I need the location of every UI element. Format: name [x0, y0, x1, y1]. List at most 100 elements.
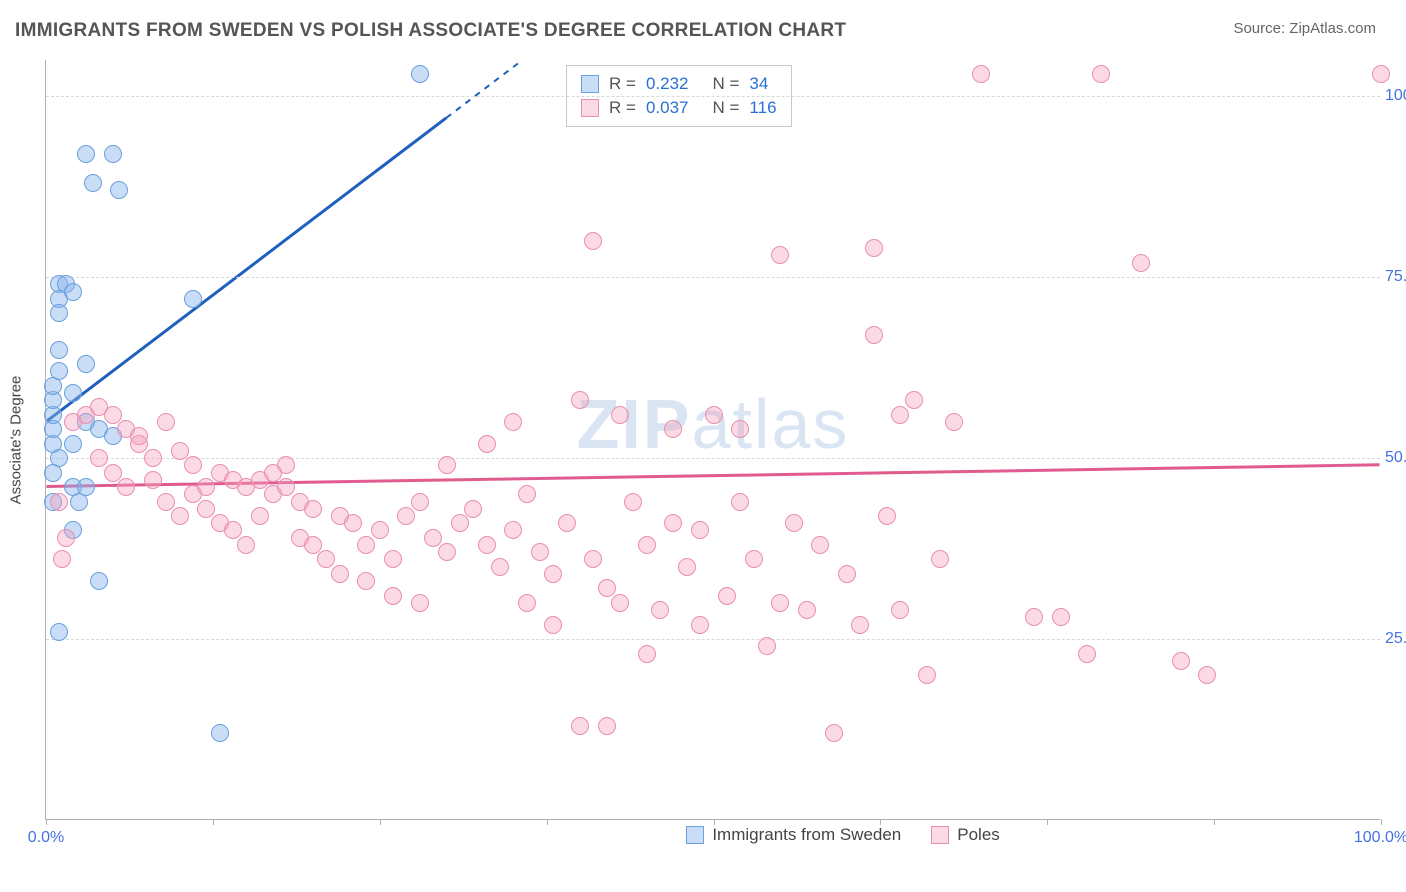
scatter-point [57, 529, 75, 547]
scatter-point [811, 536, 829, 554]
scatter-point [64, 283, 82, 301]
scatter-point [638, 536, 656, 554]
bottom-legend-item: Poles [931, 825, 1000, 845]
legend-n-value: 34 [749, 74, 768, 94]
y-tick-label: 50.0% [1385, 449, 1406, 467]
scatter-point [865, 326, 883, 344]
scatter-point [317, 550, 335, 568]
scatter-point [865, 239, 883, 257]
scatter-point [531, 543, 549, 561]
grid-line [46, 96, 1380, 97]
scatter-point [931, 550, 949, 568]
scatter-point [90, 449, 108, 467]
scatter-point [438, 456, 456, 474]
scatter-point [891, 601, 909, 619]
scatter-point [77, 355, 95, 373]
scatter-point [1052, 608, 1070, 626]
scatter-point [691, 521, 709, 539]
scatter-point [371, 521, 389, 539]
scatter-point [50, 449, 68, 467]
grid-line [46, 277, 1380, 278]
scatter-point [478, 435, 496, 453]
x-tick [380, 819, 381, 825]
scatter-point [771, 594, 789, 612]
legend-row: R =0.232N =34 [581, 72, 777, 96]
scatter-point [110, 181, 128, 199]
scatter-point [451, 514, 469, 532]
y-tick-label: 25.0% [1385, 630, 1406, 648]
scatter-point [157, 493, 175, 511]
scatter-point [184, 290, 202, 308]
y-axis-title: Associate's Degree [8, 375, 25, 504]
scatter-point [344, 514, 362, 532]
scatter-point [197, 500, 215, 518]
scatter-point [1198, 666, 1216, 684]
legend-swatch [931, 826, 949, 844]
legend-swatch [581, 99, 599, 117]
x-tick [880, 819, 881, 825]
scatter-point [357, 572, 375, 590]
scatter-point [504, 413, 522, 431]
scatter-point [50, 493, 68, 511]
grid-line [46, 639, 1380, 640]
scatter-point [70, 493, 88, 511]
scatter-point [798, 601, 816, 619]
scatter-point [251, 507, 269, 525]
scatter-point [50, 341, 68, 359]
bottom-legend-label: Immigrants from Sweden [712, 825, 901, 845]
legend-swatch [581, 75, 599, 93]
scatter-point [611, 406, 629, 424]
scatter-point [304, 500, 322, 518]
scatter-point [905, 391, 923, 409]
scatter-point [851, 616, 869, 634]
scatter-point [104, 145, 122, 163]
legend-n-label: N = [712, 98, 739, 118]
scatter-point [130, 427, 148, 445]
scatter-point [731, 420, 749, 438]
header: IMMIGRANTS FROM SWEDEN VS POLISH ASSOCIA… [0, 0, 1406, 52]
scatter-point [691, 616, 709, 634]
scatter-point [878, 507, 896, 525]
scatter-point [331, 565, 349, 583]
scatter-point [384, 587, 402, 605]
legend-r-value: 0.232 [646, 74, 689, 94]
scatter-point [972, 65, 990, 83]
scatter-point [84, 174, 102, 192]
watermark: ZIPatlas [577, 384, 850, 464]
scatter-point [705, 406, 723, 424]
scatter-point [64, 384, 82, 402]
chart-plot-area: Associate's Degree ZIPatlas R =0.232N =3… [45, 60, 1380, 820]
trend-line-dashed [446, 60, 522, 118]
scatter-point [144, 471, 162, 489]
scatter-point [438, 543, 456, 561]
scatter-point [397, 507, 415, 525]
scatter-point [518, 485, 536, 503]
scatter-point [785, 514, 803, 532]
x-tick [1381, 819, 1382, 825]
scatter-point [224, 521, 242, 539]
legend-r-label: R = [609, 74, 636, 94]
x-tick [46, 819, 47, 825]
scatter-point [678, 558, 696, 576]
scatter-point [584, 232, 602, 250]
scatter-point [1132, 254, 1150, 272]
scatter-point [90, 572, 108, 590]
scatter-point [1078, 645, 1096, 663]
scatter-point [611, 594, 629, 612]
legend-r-value: 0.037 [646, 98, 689, 118]
scatter-point [184, 485, 202, 503]
scatter-point [638, 645, 656, 663]
scatter-point [237, 536, 255, 554]
scatter-point [758, 637, 776, 655]
scatter-point [1092, 65, 1110, 83]
scatter-point [838, 565, 856, 583]
scatter-point [77, 145, 95, 163]
scatter-point [664, 514, 682, 532]
legend-swatch [686, 826, 704, 844]
scatter-point [598, 717, 616, 735]
scatter-point [184, 456, 202, 474]
scatter-point [745, 550, 763, 568]
scatter-point [571, 717, 589, 735]
scatter-point [918, 666, 936, 684]
scatter-point [424, 529, 442, 547]
